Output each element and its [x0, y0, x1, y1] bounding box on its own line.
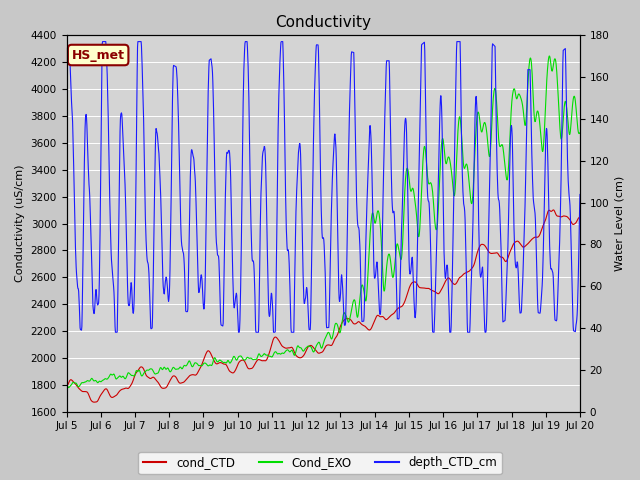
Line: Cond_EXO: Cond_EXO	[67, 56, 580, 387]
cond_CTD	[63, 384, 70, 390]
depth_CTD_cm	[165, 296, 173, 302]
depth_CTD_cm	[177, 239, 185, 244]
Title: Conductivity: Conductivity	[275, 15, 371, 30]
Line: depth_CTD_cm: depth_CTD_cm	[67, 42, 580, 332]
Cond_EXO	[177, 365, 185, 371]
Cond_EXO	[545, 53, 553, 59]
Y-axis label: Water Level (cm): Water Level (cm)	[615, 176, 625, 271]
Cond_EXO	[164, 366, 172, 372]
Text: HS_met: HS_met	[72, 48, 125, 61]
Cond_EXO	[515, 92, 523, 97]
depth_CTD_cm	[403, 166, 411, 172]
Y-axis label: Conductivity (uS/cm): Conductivity (uS/cm)	[15, 165, 25, 282]
cond_CTD	[235, 360, 243, 366]
cond_CTD	[177, 380, 185, 386]
Cond_EXO	[235, 354, 243, 360]
depth_CTD_cm	[470, 149, 478, 155]
depth_CTD_cm	[63, 84, 70, 90]
depth_CTD_cm	[99, 39, 106, 45]
Cond_EXO	[470, 169, 478, 175]
Cond_EXO	[403, 166, 411, 171]
cond_CTD	[549, 207, 557, 213]
cond_CTD	[515, 240, 523, 245]
depth_CTD_cm	[235, 329, 243, 335]
depth_CTD_cm	[576, 192, 584, 197]
cond_CTD	[90, 399, 98, 405]
depth_CTD_cm	[111, 329, 119, 335]
cond_CTD	[403, 292, 411, 298]
cond_CTD	[576, 215, 584, 220]
Cond_EXO	[63, 381, 70, 387]
cond_CTD	[470, 262, 478, 267]
Cond_EXO	[576, 130, 584, 135]
Legend: cond_CTD, Cond_EXO, depth_CTD_cm: cond_CTD, Cond_EXO, depth_CTD_cm	[138, 452, 502, 474]
Line: cond_CTD: cond_CTD	[67, 210, 580, 402]
Cond_EXO	[65, 384, 72, 390]
depth_CTD_cm	[516, 306, 524, 312]
cond_CTD	[164, 381, 172, 386]
